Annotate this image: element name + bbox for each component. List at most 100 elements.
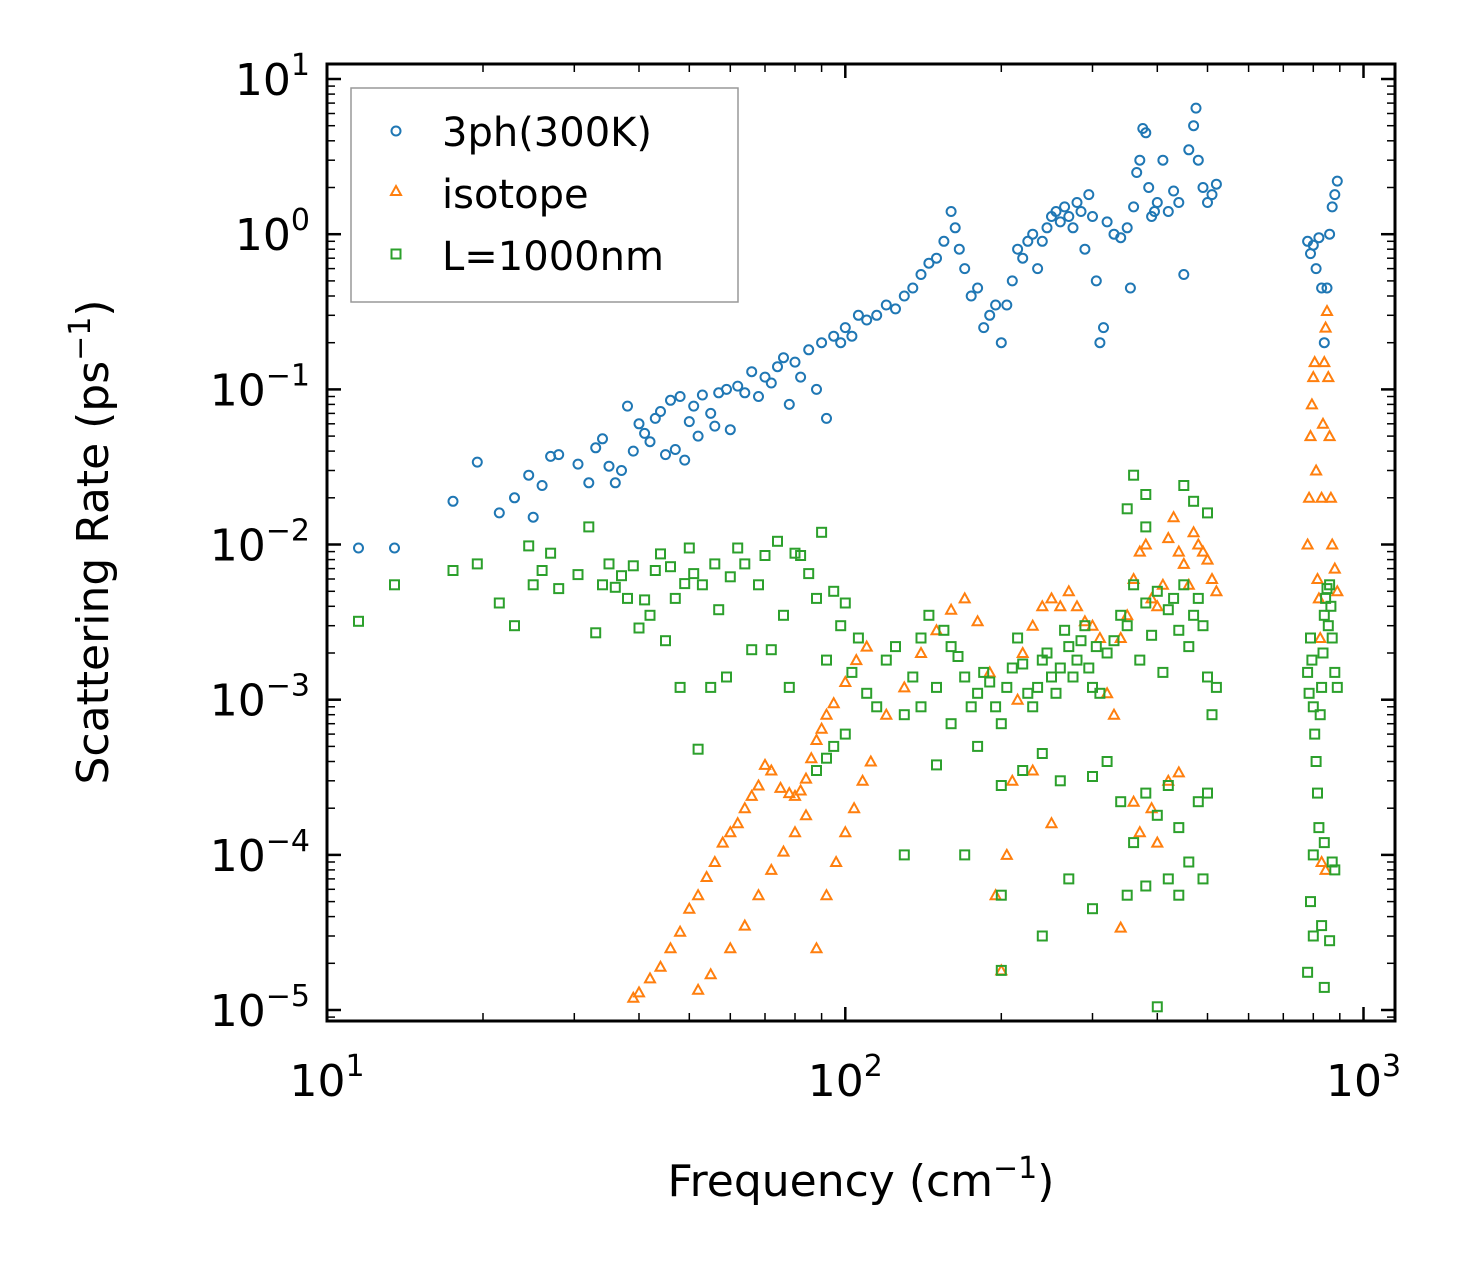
data-point bbox=[789, 547, 801, 559]
data-point bbox=[860, 639, 874, 652]
data-point bbox=[708, 854, 722, 867]
data-point bbox=[1318, 337, 1330, 349]
data-point bbox=[1302, 666, 1314, 678]
data-point bbox=[679, 454, 691, 466]
data-point bbox=[923, 257, 935, 269]
data-point bbox=[1041, 222, 1053, 234]
data-point bbox=[1156, 577, 1170, 590]
data-point bbox=[1307, 701, 1319, 713]
data-point bbox=[739, 558, 751, 570]
data-point bbox=[1044, 591, 1059, 604]
data-point bbox=[758, 757, 772, 770]
data-point bbox=[1306, 654, 1318, 666]
data-point bbox=[1309, 463, 1323, 476]
legend: 3ph(300K) isotope L=1000nm bbox=[350, 87, 739, 303]
data-point bbox=[1131, 167, 1143, 178]
data-point bbox=[660, 449, 671, 461]
data-point bbox=[688, 568, 700, 580]
data-point bbox=[696, 579, 708, 591]
data-point bbox=[639, 594, 651, 606]
data-point bbox=[1325, 600, 1337, 612]
data-point bbox=[536, 480, 548, 491]
data-point bbox=[1329, 864, 1341, 876]
data-point bbox=[603, 558, 615, 570]
data-point bbox=[1139, 537, 1153, 550]
x-tick-label: 103 bbox=[1326, 1049, 1401, 1107]
data-point bbox=[765, 644, 777, 656]
data-point bbox=[764, 763, 778, 776]
data-point bbox=[852, 632, 864, 644]
data-point bbox=[536, 565, 548, 576]
data-point bbox=[828, 330, 840, 342]
data-point bbox=[1144, 801, 1159, 814]
data-point bbox=[1079, 620, 1091, 632]
data-point bbox=[1140, 521, 1152, 533]
data-point bbox=[995, 337, 1007, 349]
data-point bbox=[915, 701, 927, 713]
data-point bbox=[759, 371, 771, 383]
data-point bbox=[696, 389, 708, 401]
data-point bbox=[705, 681, 717, 693]
data-points bbox=[353, 102, 1344, 1013]
data-point bbox=[990, 299, 1002, 311]
data-point bbox=[1070, 599, 1084, 612]
y-tick-label: 10−3 bbox=[210, 669, 310, 727]
data-point bbox=[745, 788, 759, 801]
data-point bbox=[959, 671, 971, 683]
data-point bbox=[1157, 154, 1169, 166]
series-0 bbox=[353, 102, 1343, 554]
data-point bbox=[839, 728, 851, 740]
data-point bbox=[972, 740, 984, 752]
data-point bbox=[622, 400, 633, 412]
data-point bbox=[1305, 632, 1316, 644]
data-point bbox=[753, 391, 764, 402]
legend-label-l1000nm: L=1000nm bbox=[442, 234, 664, 280]
data-point bbox=[723, 825, 737, 838]
data-point bbox=[1151, 809, 1163, 821]
data-point bbox=[1151, 197, 1163, 208]
data-point bbox=[674, 681, 686, 693]
data-point bbox=[871, 701, 883, 713]
data-point bbox=[590, 442, 602, 454]
data-point bbox=[783, 681, 795, 693]
data-point bbox=[984, 676, 996, 688]
data-point bbox=[1177, 556, 1191, 569]
data-point bbox=[632, 985, 646, 998]
data-point bbox=[839, 322, 851, 334]
data-point bbox=[759, 550, 771, 561]
data-point bbox=[1321, 370, 1335, 383]
data-point bbox=[788, 825, 802, 838]
data-point bbox=[773, 780, 788, 793]
data-point bbox=[1318, 981, 1330, 993]
data-point bbox=[1133, 825, 1147, 838]
data-point bbox=[1307, 930, 1319, 942]
data-point bbox=[1027, 228, 1039, 240]
data-point bbox=[1313, 630, 1327, 643]
data-point bbox=[1196, 544, 1210, 557]
data-point bbox=[471, 456, 483, 468]
data-point bbox=[583, 477, 595, 489]
data-point bbox=[1126, 571, 1141, 584]
data-point bbox=[1197, 873, 1209, 885]
data-point bbox=[1173, 624, 1185, 636]
data-point bbox=[389, 579, 400, 591]
data-point bbox=[931, 759, 942, 771]
data-point bbox=[1016, 645, 1030, 658]
data-point bbox=[1032, 263, 1044, 275]
data-point bbox=[1202, 787, 1213, 799]
data-point bbox=[1310, 756, 1322, 767]
x-tick-label: 101 bbox=[289, 1049, 364, 1107]
data-point bbox=[1192, 592, 1204, 604]
data-point bbox=[583, 521, 595, 533]
data-point bbox=[1209, 584, 1224, 597]
data-point bbox=[1101, 756, 1113, 767]
data-point bbox=[907, 671, 919, 683]
data-point bbox=[1044, 816, 1059, 829]
data-point bbox=[447, 565, 459, 576]
legend-marker-l1000nm bbox=[390, 248, 402, 260]
data-point bbox=[1062, 584, 1076, 597]
data-point bbox=[890, 641, 901, 653]
data-point bbox=[644, 436, 656, 448]
data-point bbox=[879, 707, 893, 720]
data-point bbox=[1173, 197, 1185, 208]
